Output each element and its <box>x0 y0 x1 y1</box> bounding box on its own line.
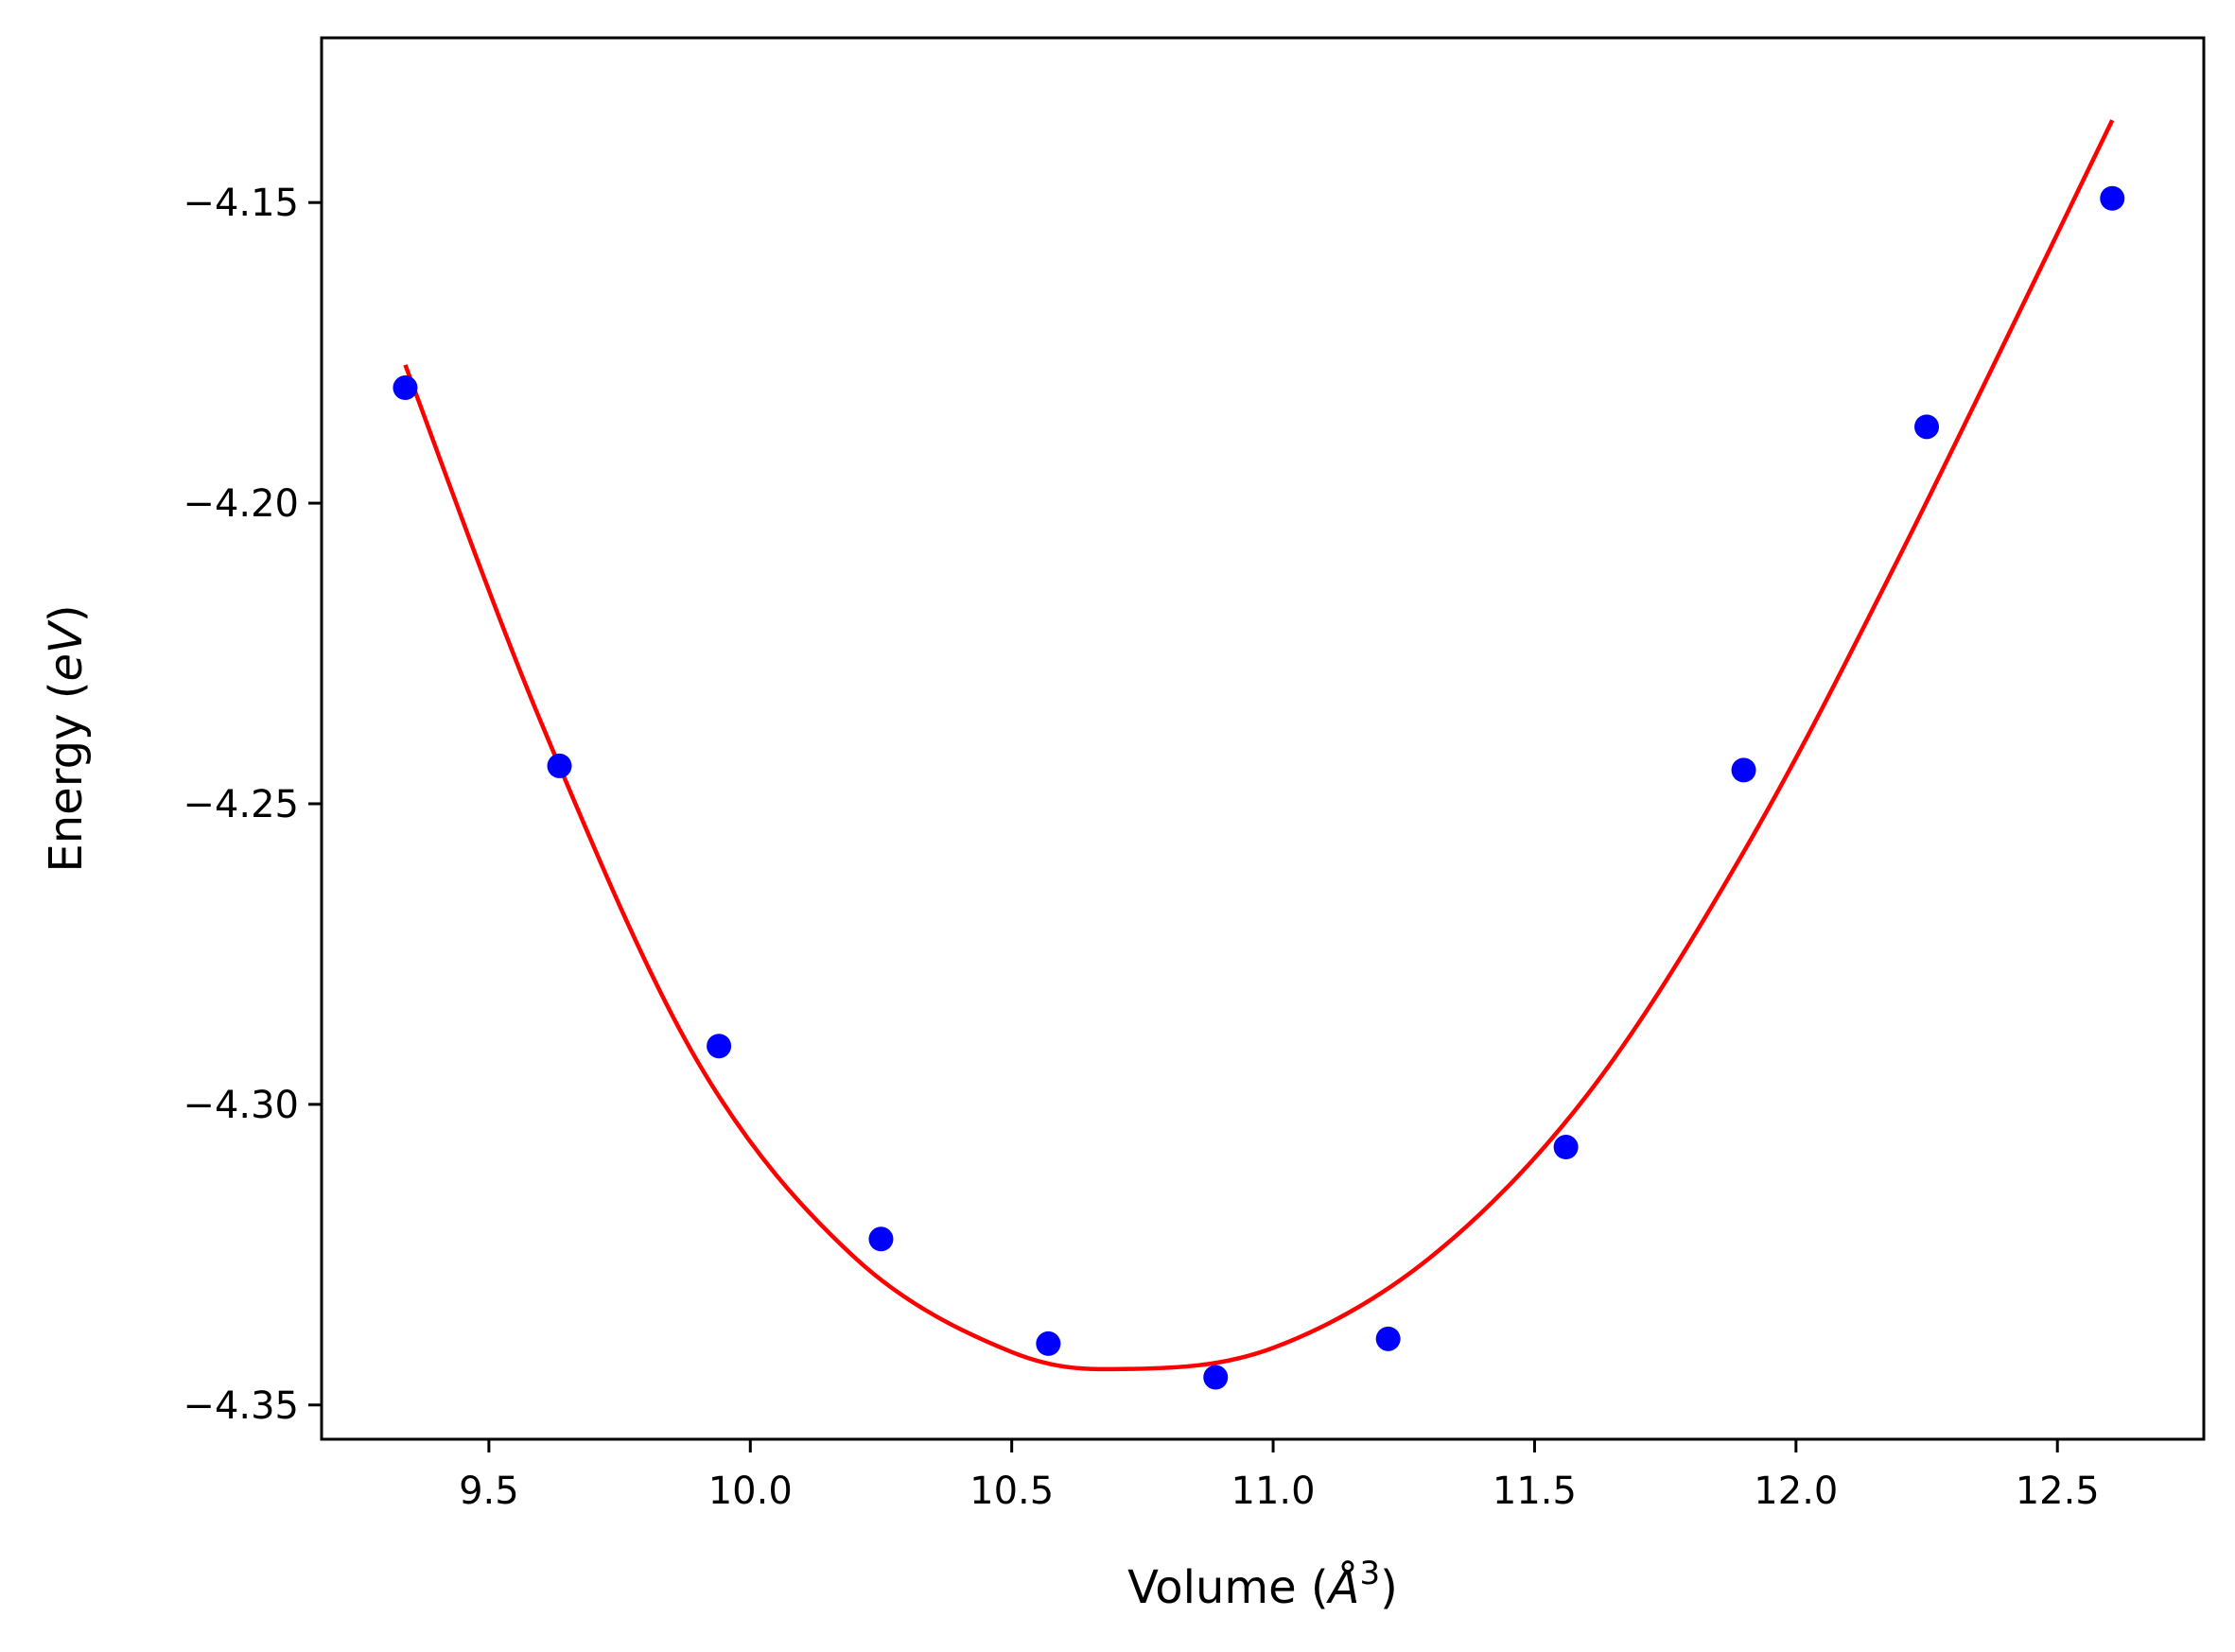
data-point <box>1731 757 1756 783</box>
y-axis-label: Energy (eV) <box>40 604 93 872</box>
x-tick-label: 11.0 <box>1231 1469 1316 1513</box>
data-point <box>1914 414 1940 440</box>
data-points-layer <box>393 185 2125 1390</box>
fit-line <box>403 119 2115 1372</box>
x-tick-label: 10.5 <box>969 1469 1054 1513</box>
x-tick-label: 11.5 <box>1493 1469 1577 1513</box>
data-point <box>868 1226 894 1252</box>
plot-frame <box>320 36 2206 1441</box>
data-point <box>2100 185 2125 211</box>
data-point <box>1203 1365 1229 1390</box>
y-tick-label: −4.15 <box>183 182 299 225</box>
x-axis-label: Volume (Å3) <box>1127 1555 1398 1614</box>
x-tick-label: 10.0 <box>708 1469 793 1513</box>
x-tick-label: 12.0 <box>1754 1469 1838 1513</box>
y-tick-label: −4.25 <box>183 783 299 826</box>
x-axis-ticks: 9.5 10.0 10.5 11.0 11.5 12.0 12.5 <box>459 1439 2100 1513</box>
y-axis-ticks: −4.15 −4.20 −4.25 −4.30 −4.35 <box>183 182 322 1428</box>
data-point <box>1553 1135 1579 1160</box>
data-point <box>1036 1330 1061 1356</box>
data-point <box>393 375 418 401</box>
x-tick-label: 9.5 <box>459 1469 519 1513</box>
y-tick-label: −4.20 <box>183 482 299 526</box>
fit-curve-layer <box>403 119 2115 1372</box>
y-tick-label: −4.35 <box>183 1384 299 1428</box>
data-point <box>1375 1326 1401 1351</box>
y-tick-label: −4.30 <box>183 1084 299 1127</box>
data-point <box>547 753 572 778</box>
data-point <box>707 1034 732 1059</box>
x-tick-label: 12.5 <box>2016 1469 2100 1513</box>
